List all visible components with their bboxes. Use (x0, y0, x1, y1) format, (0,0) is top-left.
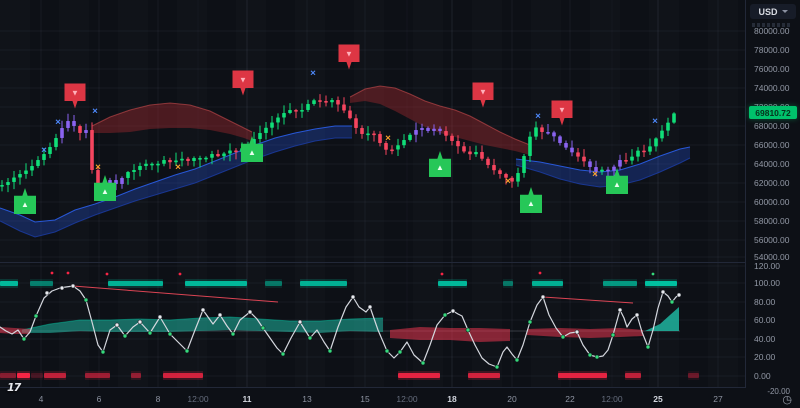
time-axis-label: 15 (360, 394, 370, 404)
cross-marker-orange: ✕ (384, 133, 392, 143)
time-axis-label: 6 (96, 394, 102, 404)
time-axis-label: 12:00 (396, 394, 418, 404)
cross-marker-orange: ✕ (504, 176, 512, 186)
price-axis-label: 80000.00 (754, 26, 790, 36)
last-price-label: 69810.72 (749, 106, 797, 119)
clock-icon[interactable]: ◷ (782, 394, 792, 406)
oscillator-axis-label: 60.00 (754, 315, 776, 325)
time-axis-label: 22 (565, 394, 575, 404)
buy-signal-pin-arrow-icon: ▲ (527, 199, 535, 208)
chevron-down-icon (781, 10, 788, 13)
oscillator-axis-label: 0.00 (754, 371, 771, 381)
sell-signal-pin-arrow-icon: ▼ (71, 88, 79, 97)
time-axis-label: 25 (653, 394, 663, 404)
cross-marker-blue: ✕ (309, 68, 317, 78)
time-axis-label: 20 (507, 394, 517, 404)
osc-axis-below-label: -20.00 (767, 387, 790, 396)
oscillator-axis-label: 80.00 (754, 297, 776, 307)
price-axis-label: 66000.00 (754, 140, 790, 150)
price-axis-label: 58000.00 (754, 216, 790, 226)
price-axis-label: 54000.00 (754, 252, 790, 262)
cross-marker-blue: ✕ (40, 145, 48, 155)
cross-marker-blue: ✕ (534, 111, 542, 121)
tradingview-logo[interactable]: 17 (7, 381, 21, 394)
cross-marker-orange: ✕ (94, 162, 102, 172)
price-axis-label: 56000.00 (754, 235, 790, 245)
time-axis-label: 18 (447, 394, 457, 404)
axis-subtext (752, 23, 792, 27)
time-axis-label: 12:00 (601, 394, 623, 404)
sell-signal-pin-arrow-icon: ▼ (479, 87, 487, 96)
price-axis-label: 60000.00 (754, 197, 790, 207)
price-scale[interactable]: USD 69810.72 80000.00 78000.00 76000.00 740… (745, 0, 800, 388)
time-scale[interactable]: 4 6 8 12:00 11 13 15 12:00 18 20 22 12:00 25 27 (0, 387, 800, 408)
cross-marker-blue: ✕ (54, 117, 62, 127)
cross-marker-orange: ✕ (174, 162, 182, 172)
time-axis-label: 8 (155, 394, 161, 404)
buy-signal-pin-arrow-icon: ▲ (613, 180, 621, 189)
currency-button[interactable]: USD (750, 4, 796, 19)
cross-marker-blue: ✕ (651, 116, 659, 126)
buy-signal-pin-arrow-icon: ▲ (436, 163, 444, 172)
price-axis-label: 76000.00 (754, 64, 790, 74)
sell-signal-pin-arrow-icon: ▼ (239, 75, 247, 84)
oscillator-axis-label: 100.00 (754, 278, 780, 288)
price-axis-label: 74000.00 (754, 83, 790, 93)
time-axis-label: 13 (302, 394, 312, 404)
sell-signal-pin-arrow-icon: ▼ (558, 105, 566, 114)
time-axis-label: 4 (38, 394, 44, 404)
oscillator-axis-label: 120.00 (754, 261, 780, 271)
sell-signal-pin-arrow-icon: ▼ (345, 49, 353, 58)
time-axis-label: 12:00 (187, 394, 209, 404)
price-axis-label: 64000.00 (754, 159, 790, 169)
panel-separator[interactable] (0, 262, 745, 263)
cross-marker-orange: ✕ (591, 169, 599, 179)
cross-marker-blue: ✕ (91, 106, 99, 116)
oscillator-axis-label: 20.00 (754, 352, 776, 362)
price-axis-label: 78000.00 (754, 45, 790, 55)
currency-label: USD (758, 6, 778, 17)
price-axis-label: 68000.00 (754, 121, 790, 131)
price-axis-label: 62000.00 (754, 178, 790, 188)
time-axis-label: 11 (242, 394, 252, 404)
buy-signal-pin-arrow-icon: ▲ (248, 148, 256, 157)
buy-signal-pin-arrow-icon: ▲ (101, 187, 109, 196)
buy-signal-pin-arrow-icon: ▲ (21, 200, 29, 209)
time-axis-label: 27 (713, 394, 723, 404)
oscillator-axis-label: 40.00 (754, 334, 776, 344)
